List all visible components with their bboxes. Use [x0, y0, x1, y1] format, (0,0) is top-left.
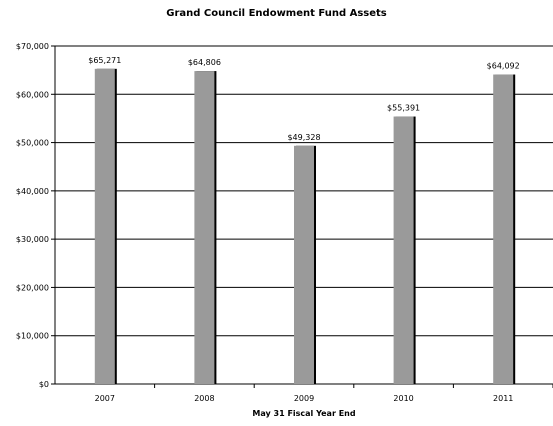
- gridlines: [55, 45, 553, 337]
- data-label: $65,271: [88, 56, 121, 65]
- x-axis-title: May 31 Fiscal Year End: [252, 409, 356, 418]
- bar-2011: [493, 74, 514, 385]
- bar-2010: [393, 116, 414, 385]
- data-label: $64,806: [188, 58, 221, 67]
- data-label: $49,328: [287, 133, 320, 142]
- bar-2008: [194, 71, 215, 385]
- bar-2007: [94, 68, 115, 384]
- y-tick-label: $10,000: [16, 332, 49, 341]
- data-labels: $65,271 $64,806 $49,328 $55,391 $64,092: [88, 56, 519, 142]
- bar-2009: [294, 145, 314, 384]
- y-tick-label: $60,000: [16, 90, 49, 99]
- x-axis: 2007 2008 2009 2010 2011: [55, 383, 553, 403]
- y-tick-label: $40,000: [16, 187, 49, 196]
- bars: [94, 68, 516, 385]
- y-tick-label: $20,000: [16, 283, 49, 292]
- x-tick-label: 2008: [194, 394, 214, 403]
- x-tick-label: 2011: [493, 394, 513, 403]
- x-tick-label: 2010: [393, 394, 413, 403]
- y-tick-label: $30,000: [16, 235, 49, 244]
- y-axis: $0 $10,000 $20,000 $30,000 $40,000 $50,000 $60…: [16, 42, 56, 389]
- x-tick-label: 2009: [294, 394, 314, 403]
- data-label: $64,092: [487, 62, 520, 71]
- y-tick-label: $0: [39, 380, 49, 389]
- chart-title: Grand Council Endowment Fund Assets: [166, 8, 387, 19]
- y-tick-label: $50,000: [16, 139, 49, 148]
- data-label: $55,391: [387, 104, 420, 113]
- x-tick-label: 2007: [95, 394, 115, 403]
- y-tick-label: $70,000: [16, 42, 49, 51]
